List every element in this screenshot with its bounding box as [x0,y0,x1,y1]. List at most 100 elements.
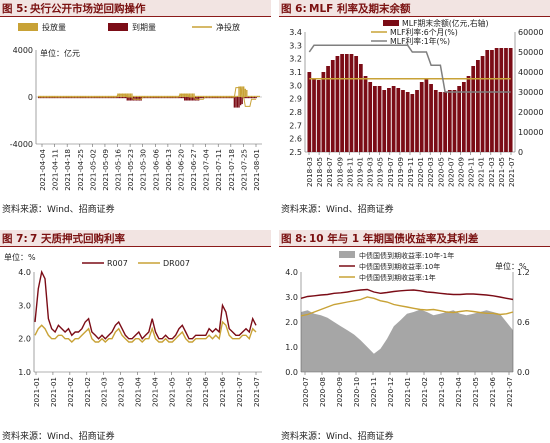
fig7-ytick-label: 1.0 [18,368,31,377]
fig6-bar-balance [485,50,490,152]
fig7-xtick-label: 2021-04 [134,377,143,407]
fig5-bar-issue [229,95,231,97]
fig7-xtick-label: 2021-01 [32,377,41,407]
fig6-bar-balance [377,86,382,152]
fig5-bar-maturity [165,97,167,99]
fig6-panel: 图 6: MLF 利率及期末余额 3.4 3.3 3.2 3.1 3.0 2.9 2.8 2.… [279,0,550,216]
fig5-bar-maturity [230,97,232,99]
fig7-label: 图 7: [2,233,28,245]
fig7-xtick-label: 2021-03 [117,377,126,407]
fig8-xtick-label: 2020-07 [301,377,310,407]
fig8-legend-swatch [339,251,355,258]
fig8-y2tick-label: 0.0 [517,368,530,377]
fig5-bar-maturity [97,97,99,99]
fig5-bar-issue [154,95,156,97]
fig8-area-spread [301,309,513,372]
fig6-ytick-label: 3.3 [289,41,302,50]
fig5-bar-issue [253,95,256,97]
fig5-bar-issue [142,95,144,97]
fig5-bar-maturity [95,97,97,99]
fig8-line-1y [300,296,514,317]
fig5-bar-maturity [128,97,130,101]
fig5-bar-maturity [177,97,180,99]
fig5-bar-maturity [229,97,231,99]
fig5-bar-issue [72,95,74,97]
fig5-bar-maturity [249,97,251,99]
fig6-bar-balance [396,88,401,152]
fig5-bar-maturity [81,97,83,99]
fig5-bar-maturity [100,97,102,99]
fig5-bar-issue [53,95,55,97]
fig5-bar-issue [246,89,248,97]
fig5-bar-maturity [188,97,191,101]
fig5-bar-issue [93,95,96,97]
fig6-ytick-label: 2.8 [289,108,302,117]
fig5-bar-issue [66,95,68,97]
fig5-bar-issue [83,95,85,97]
fig5-bar-maturity [171,97,173,99]
fig5-bar-maturity [69,97,71,99]
fig5-bar-issue [173,95,175,97]
fig7-xtick-label: 2021-05 [167,377,176,407]
fig8-unit-label: 单位：% [495,261,527,271]
fig5-bar-maturity [222,97,225,99]
fig5-bar-issue [111,95,113,97]
fig5-bar-issue [44,95,46,97]
fig5-bar-issue [52,95,54,97]
fig5-bar-issue [188,93,191,97]
fig6-y2tick-label: 20000 [518,108,543,117]
fig6-y2tick-label: 40000 [518,68,543,77]
fig5-bar-issue [132,95,135,97]
fig5-bar-maturity [184,97,186,101]
fig6-xtick-label: 2018-05 [315,157,324,187]
fig7-legend-label: R007 [107,259,128,268]
fig5-legend-swatch [108,23,128,31]
fig5-bar-maturity [221,97,223,99]
fig5-ytick-label: 4000 [13,46,33,55]
fig5-bar-issue [193,93,195,97]
fig5-bar-maturity [176,97,178,99]
fig6-header: 图 6: MLF 利率及期末余额 [279,0,550,17]
fig5-bar-maturity [239,97,242,106]
fig5-xtick-label: 2021-08-01 [252,149,261,191]
fig5-bar-issue [211,95,214,97]
fig6-bar-balance [401,90,405,152]
fig6-line-1y [308,44,511,93]
fig6-xtick-label: 2019-07 [386,157,395,187]
fig8-ytick-label: 3.0 [285,293,298,302]
fig6-xtick-label: 2020-03 [426,157,435,187]
fig5-bar-issue [146,95,149,97]
fig6-bar-balance [415,90,419,152]
fig5-bar-maturity [238,97,240,108]
fig5-bar-maturity [143,97,146,99]
fig5-bar-maturity [75,97,77,99]
fig6-bar-balance [433,90,438,152]
fig5-bar-issue [159,95,161,97]
fig8-header: 图 8: 10 年与 1 年期国债收益率及其利差 [279,230,550,247]
fig5-bar-issue [98,95,101,97]
fig6-xtick-label: 2020-01 [416,157,425,187]
fig8-xtick-label: 2020-12 [386,377,395,407]
fig8-xtick-label: 2021-04 [454,377,463,407]
fig5-bar-issue [249,95,251,97]
fig6-bar-balance [476,60,480,152]
fig8-ytick-label: 2.0 [285,318,298,327]
fig6-bar-balance [499,48,504,152]
fig5-bar-issue [165,95,167,97]
fig5-bar-maturity [135,97,138,101]
fig8-line-10y [300,288,514,301]
fig6-xtick-label: 2019-01 [356,157,365,187]
fig6-xtick-label: 2021-03 [487,157,496,187]
fig5-bar-maturity [89,97,91,99]
fig6-ytick-label: 2.9 [289,95,302,104]
fig6-y2tick-label: 10000 [518,128,543,137]
fig5-bar-issue [92,95,94,97]
fig5-bar-issue [222,95,225,97]
fig5-bar-issue [255,95,257,97]
fig5-bar-issue [157,95,160,97]
fig5-bar-issue [236,95,239,97]
fig5-bar-maturity [146,97,149,99]
fig5-bar-maturity [193,97,195,101]
fig5-bar-issue [250,95,253,97]
